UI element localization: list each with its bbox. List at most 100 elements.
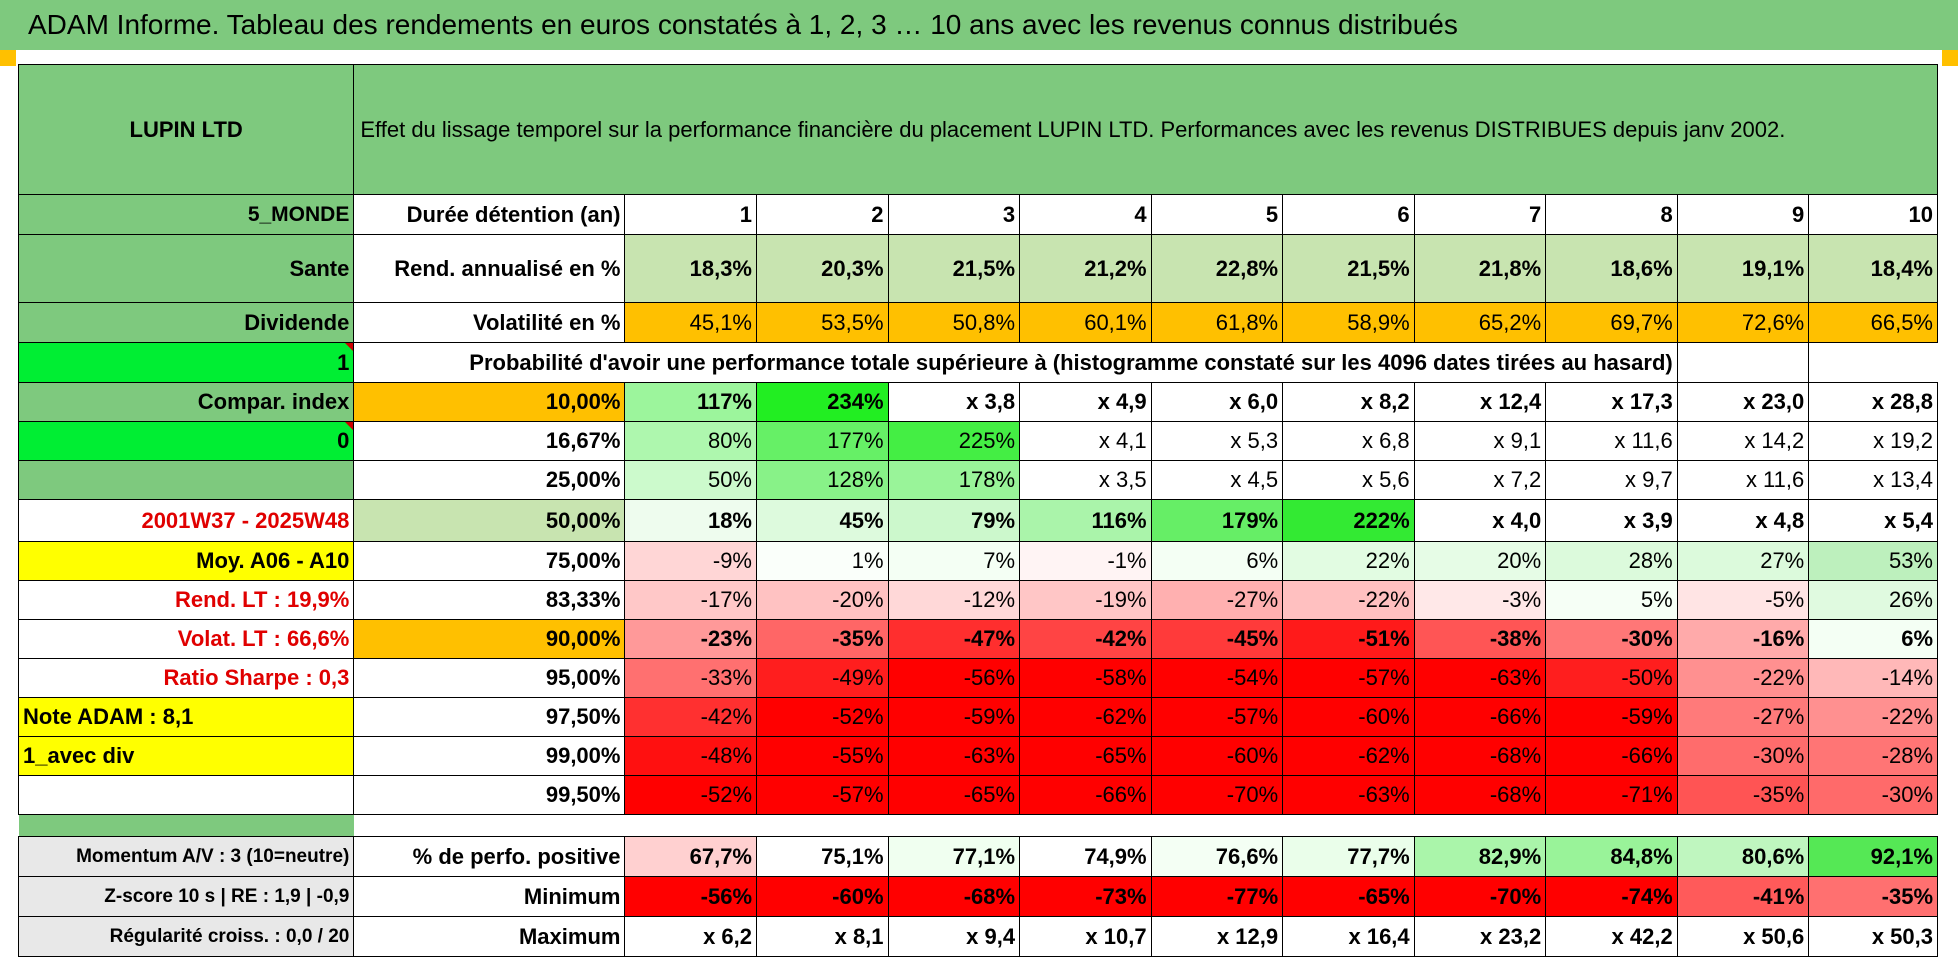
quantile-cell: -14%	[1808, 658, 1938, 698]
duration-label: Durée détention (an)	[353, 194, 626, 235]
quantile-cell: 1%	[756, 541, 889, 581]
vol-cell: 61,8%	[1150, 302, 1284, 343]
quantile-cell: -62%	[1282, 736, 1415, 776]
quantile-cell: x 11,6	[1545, 421, 1678, 461]
probability-label: Probabilité d'avoir une performance tota…	[353, 342, 1678, 383]
quantile-cell: -12%	[887, 580, 1021, 620]
quantile-cell: -70%	[1150, 775, 1284, 815]
bottom-cell: -77%	[1150, 876, 1284, 917]
quantile-label: 97,50%	[353, 697, 626, 737]
quantile-cell: 117%	[624, 382, 757, 422]
quantile-label: 75,00%	[353, 541, 626, 581]
bottom-cell: 80,6%	[1676, 836, 1810, 877]
bottom-side-label: Momentum A/V : 3 (10=neutre)	[17, 836, 355, 877]
corner-marker-left	[0, 50, 16, 66]
vol-cell: 45,1%	[624, 302, 757, 343]
quantile-cell: -38%	[1413, 619, 1547, 659]
quantile-cell: -59%	[887, 697, 1021, 737]
quantile-cell: x 12,4	[1413, 382, 1547, 422]
rend-cell: 20,3%	[756, 234, 889, 303]
rend-cell: 21,8%	[1413, 234, 1547, 303]
quantile-cell: x 19,2	[1808, 421, 1938, 461]
quantile-cell: -57%	[1150, 697, 1284, 737]
quantile-cell: -30%	[1676, 736, 1810, 776]
vol-cell: 50,8%	[887, 302, 1021, 343]
quantile-label: 16,67%	[353, 421, 626, 461]
quantile-cell: x 9,7	[1545, 460, 1678, 500]
quantile-cell: -63%	[887, 736, 1021, 776]
quantile-cell: -35%	[1676, 775, 1810, 815]
quantile-cell: 53%	[1808, 541, 1938, 581]
bottom-cell: -68%	[887, 876, 1021, 917]
quantile-cell: 28%	[1545, 541, 1678, 581]
quantile-cell: -5%	[1676, 580, 1810, 620]
flag-one: 1	[17, 342, 355, 383]
quantile-cell: -9%	[624, 541, 757, 581]
quantile-cell: -68%	[1413, 736, 1547, 776]
quantile-cell: -42%	[624, 697, 757, 737]
bottom-cell: -56%	[624, 876, 757, 917]
bottom-cell: 92,1%	[1808, 836, 1938, 877]
bottom-cell: -60%	[756, 876, 889, 917]
quantile-cell: 178%	[887, 460, 1021, 500]
quantile-cell: -65%	[1019, 736, 1152, 776]
asset-name: LUPIN LTD	[17, 64, 355, 195]
quantile-cell: -59%	[1545, 697, 1678, 737]
region-label: 5_MONDE	[17, 194, 355, 235]
bottom-side-label: Z-score 10 s | RE : 1,9 | -0,9	[17, 876, 355, 917]
quantile-cell: x 4,1	[1019, 421, 1152, 461]
quantile-cell: -27%	[1150, 580, 1284, 620]
quantile-label: 10,00%	[353, 382, 626, 422]
quantile-cell: x 28,8	[1808, 382, 1938, 422]
rend-label: Rend. annualisé en %	[353, 234, 626, 303]
vol-cell: 65,2%	[1413, 302, 1547, 343]
quantile-cell: -57%	[1282, 658, 1415, 698]
bottom-cell: -70%	[1413, 876, 1547, 917]
bottom-side-label: Régularité croiss. : 0,0 / 20	[17, 916, 355, 957]
quantile-cell: 6%	[1808, 619, 1938, 659]
quantile-cell: x 11,6	[1676, 460, 1810, 500]
quantile-cell: -17%	[624, 580, 757, 620]
empty-side-cell	[17, 775, 355, 815]
quantile-cell: x 13,4	[1808, 460, 1938, 500]
rend-cell: 18,4%	[1808, 234, 1938, 303]
compar-index-label: Compar. index	[17, 382, 355, 422]
quantile-cell: 27%	[1676, 541, 1810, 581]
quantile-label: 50,00%	[353, 499, 626, 542]
note-adam-label: Note ADAM : 8,1	[17, 697, 355, 737]
bottom-cell: 67,7%	[624, 836, 757, 877]
bottom-cell: x 50,6	[1676, 916, 1810, 957]
report-header-bar: ADAM Informe. Tableau des rendements en …	[0, 0, 1958, 50]
bottom-cell: x 6,2	[624, 916, 757, 957]
quantile-cell: -16%	[1676, 619, 1810, 659]
year-header: 6	[1282, 194, 1415, 235]
quantile-cell: x 3,5	[1019, 460, 1152, 500]
quantile-cell: 18%	[624, 499, 757, 542]
quantile-label: 25,00%	[353, 460, 626, 500]
rend-cell: 21,5%	[1282, 234, 1415, 303]
quantile-cell: -62%	[1019, 697, 1152, 737]
quantile-cell: -27%	[1676, 697, 1810, 737]
quantile-cell: -50%	[1545, 658, 1678, 698]
sector-label: Sante	[17, 234, 355, 303]
quantile-label: 99,00%	[353, 736, 626, 776]
moy-label: Moy. A06 - A10	[17, 541, 355, 581]
quantile-cell: 116%	[1019, 499, 1152, 542]
rend-cell: 18,3%	[624, 234, 757, 303]
sharpe-label: Ratio Sharpe : 0,3	[17, 658, 355, 698]
quantile-label: 83,33%	[353, 580, 626, 620]
quantile-cell: x 3,8	[887, 382, 1021, 422]
quantile-cell: -22%	[1282, 580, 1415, 620]
bottom-cell: -74%	[1545, 876, 1678, 917]
performance-table: LUPIN LTD Effet du lissage temporel sur …	[17, 64, 1938, 957]
quantile-cell: 20%	[1413, 541, 1547, 581]
quantile-cell: -52%	[756, 697, 889, 737]
vol-cell: 72,6%	[1676, 302, 1810, 343]
quantile-label: 95,00%	[353, 658, 626, 698]
quantile-cell: -71%	[1545, 775, 1678, 815]
quantile-cell: -23%	[624, 619, 757, 659]
bottom-cell: x 9,4	[887, 916, 1021, 957]
quantile-cell: -60%	[1150, 736, 1284, 776]
quantile-cell: x 6,8	[1282, 421, 1415, 461]
quantile-cell: -58%	[1019, 658, 1152, 698]
